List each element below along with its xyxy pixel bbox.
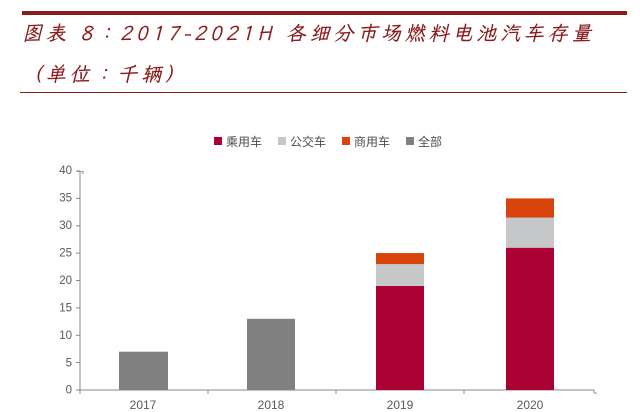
svg-text:10: 10 bbox=[59, 330, 72, 342]
svg-text:2019: 2019 bbox=[387, 398, 414, 412]
svg-text:40: 40 bbox=[59, 165, 72, 177]
svg-text:2017: 2017 bbox=[130, 398, 157, 412]
svg-text:0: 0 bbox=[66, 385, 72, 397]
svg-text:15: 15 bbox=[59, 303, 72, 315]
svg-text:35: 35 bbox=[59, 193, 72, 205]
svg-text:2020: 2020 bbox=[517, 398, 544, 412]
svg-text:5: 5 bbox=[66, 358, 72, 370]
svg-text:2018: 2018 bbox=[258, 398, 285, 412]
svg-text:25: 25 bbox=[59, 248, 72, 260]
svg-text:20: 20 bbox=[59, 275, 72, 287]
svg-text:30: 30 bbox=[59, 220, 72, 232]
